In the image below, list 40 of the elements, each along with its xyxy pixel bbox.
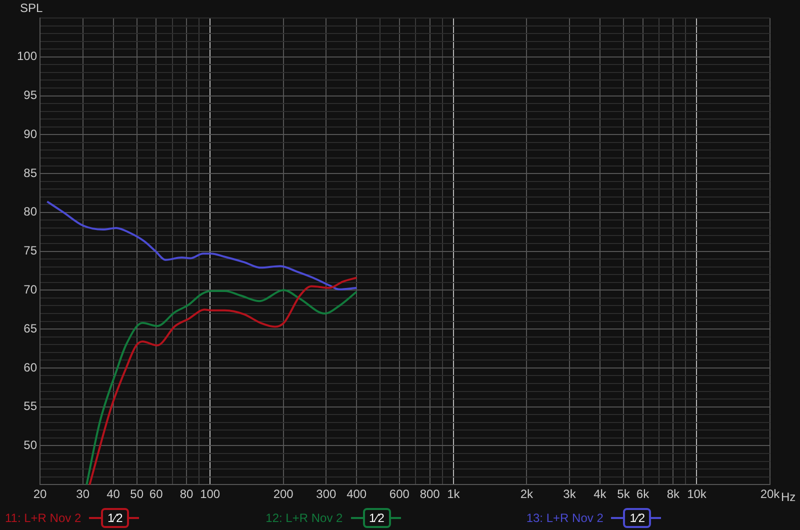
x-tick-label: 600 bbox=[389, 487, 410, 502]
y-tick-label: 60 bbox=[24, 360, 38, 374]
y-tick-label: 55 bbox=[24, 399, 38, 414]
smoothing-control: 1⁄2 bbox=[89, 508, 140, 526]
legend-label: 12: L+R Nov 2 bbox=[266, 511, 343, 525]
y-axis-title: SPL bbox=[20, 1, 43, 15]
x-tick-label: 10k bbox=[687, 487, 708, 502]
x-tick-label: 5k bbox=[617, 487, 631, 502]
y-tick-label: 75 bbox=[24, 244, 38, 258]
x-tick-label: 100 bbox=[200, 487, 220, 502]
y-tick-label: 80 bbox=[24, 204, 38, 219]
x-tick-label: 60 bbox=[149, 487, 164, 502]
x-tick-label: 40 bbox=[106, 487, 120, 502]
legend-label: 11: L+R Nov 2 bbox=[5, 511, 82, 525]
x-tick-label: 4k bbox=[594, 487, 608, 502]
legend-label: 13: L+R Nov 2 bbox=[526, 511, 604, 525]
y-tick-label: 95 bbox=[24, 88, 38, 102]
x-tick-label: 6k bbox=[636, 487, 650, 502]
x-tick-label: 200 bbox=[273, 487, 294, 502]
y-tick-label: 85 bbox=[24, 166, 38, 180]
y-tick-label: 50 bbox=[24, 438, 38, 452]
y-tick-label: 100 bbox=[16, 49, 38, 64]
x-tick-label: 20k bbox=[760, 487, 781, 502]
y-tick-label: 65 bbox=[24, 321, 38, 336]
smoothing-control: 1⁄2 bbox=[350, 508, 401, 526]
x-tick-label: 20 bbox=[33, 487, 47, 502]
x-tick-label: 80 bbox=[180, 487, 194, 502]
x-tick-label: 8k bbox=[666, 487, 680, 502]
x-tick-label: 300 bbox=[316, 487, 337, 502]
x-axis-title: Hz bbox=[781, 490, 796, 504]
y-tick-label: 90 bbox=[24, 126, 38, 141]
x-tick-label: 30 bbox=[76, 487, 90, 502]
x-tick-label: 2k bbox=[520, 487, 534, 502]
x-tick-label: 1k bbox=[447, 487, 461, 502]
x-tick-label: 400 bbox=[346, 487, 367, 502]
x-tick-label: 3k bbox=[563, 487, 577, 502]
y-tick-label: 70 bbox=[24, 282, 38, 296]
smoothing-control: 1⁄2 bbox=[611, 508, 662, 526]
x-tick-label: 800 bbox=[420, 487, 440, 502]
x-tick-label: 50 bbox=[130, 487, 144, 502]
